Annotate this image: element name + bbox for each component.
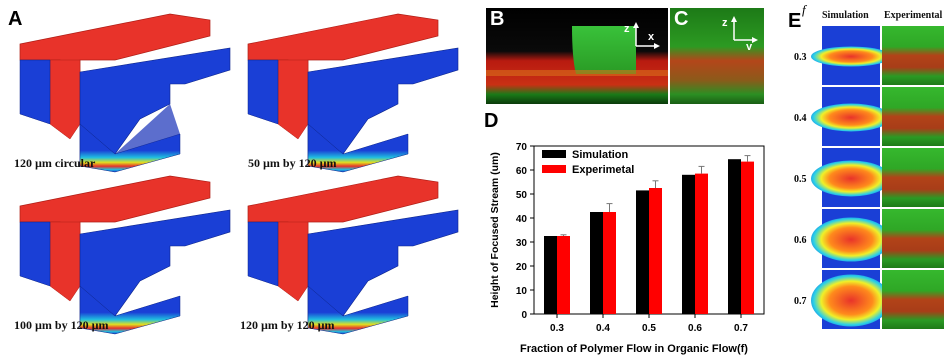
panel-e-grid: 0.3 0.4 0.5 0.6 0.7 xyxy=(794,26,944,329)
panel-e-row-label: 0.5 xyxy=(794,174,807,185)
simulation-focus-band xyxy=(811,160,891,197)
y-tick-label: 30 xyxy=(516,238,528,249)
panel-c-axes: z y xyxy=(722,16,758,50)
bar-experimental xyxy=(695,173,708,314)
bar-simulation xyxy=(636,190,649,314)
panel-b-axis-x: x xyxy=(648,31,655,43)
panel-c-axis-z: z xyxy=(722,17,728,29)
panel-e-col-experimental: Experimental xyxy=(884,10,943,21)
channel-model-4 xyxy=(247,175,459,335)
channel-model-2 xyxy=(247,13,459,173)
panel-c-label: C xyxy=(674,8,689,30)
panel-e-row-label: 0.6 xyxy=(794,235,807,246)
panel-b-image xyxy=(486,8,668,104)
y-tick-label: 60 xyxy=(516,166,528,177)
experimental-tile xyxy=(882,270,944,329)
panel-a-caption-2: 50 µm by 120 µm xyxy=(248,156,337,170)
panel-e-row-label: 0.7 xyxy=(794,296,807,307)
panel-e-row-label: 0.4 xyxy=(794,113,807,124)
simulation-focus-band xyxy=(811,217,891,262)
x-tick-label: 0.3 xyxy=(550,323,564,334)
channel-model-1 xyxy=(19,13,231,173)
panel-e-f-symbol: f xyxy=(802,2,806,17)
simulation-focus-band xyxy=(811,46,891,67)
panel-e-label: E xyxy=(788,10,802,32)
bar-simulation xyxy=(544,236,557,314)
simulation-focus-band xyxy=(811,103,891,132)
x-tick-label: 0.5 xyxy=(642,323,656,334)
y-tick-label: 50 xyxy=(516,190,528,201)
bar-experimental xyxy=(649,188,662,314)
legend-label: Experimetal xyxy=(572,164,634,176)
y-tick-label: 0 xyxy=(521,310,527,321)
legend-swatch xyxy=(542,150,566,158)
x-tick-label: 0.6 xyxy=(688,323,702,334)
panel-e-col-simulation: Simulation xyxy=(822,10,869,21)
y-tick-label: 10 xyxy=(516,286,528,297)
panel-b-axis-z: z xyxy=(624,23,630,35)
legend-swatch xyxy=(542,165,566,173)
bar-simulation xyxy=(728,159,741,314)
chart-axes: 0 10 20 30 40 50 60 70 0.3 0.4 0.5 0.6 0.7 xyxy=(516,142,765,334)
x-tick-label: 0.7 xyxy=(734,323,748,334)
panel-a-label: A xyxy=(8,8,23,30)
x-tick-label: 0.4 xyxy=(596,323,610,334)
experimental-tile xyxy=(882,26,944,85)
y-tick-label: 20 xyxy=(516,262,528,273)
bar-simulation xyxy=(682,174,695,314)
panel-c-axis-y: y xyxy=(746,41,753,50)
panel-d-label: D xyxy=(484,110,499,132)
chart-legend: Simulation Experimetal xyxy=(542,149,634,176)
simulation-focus-band xyxy=(811,274,891,327)
bar-simulation xyxy=(590,212,603,314)
experimental-tile xyxy=(882,148,944,207)
bar-chart: 0 10 20 30 40 50 60 70 0.3 0.4 0.5 0.6 0.7 Simulatio… xyxy=(489,142,765,355)
bar-experimental xyxy=(603,212,616,314)
y-tick-label: 70 xyxy=(516,142,528,153)
panel-e-row-label: 0.3 xyxy=(794,52,807,63)
channel-model-3 xyxy=(19,175,231,335)
chart-y-axis-label: Height of Focused Stream (um) xyxy=(489,152,501,308)
experimental-tile xyxy=(882,209,944,268)
y-tick-label: 40 xyxy=(516,214,528,225)
panel-c-image xyxy=(670,8,764,104)
bar-experimental xyxy=(557,236,570,314)
panel-a-caption-3: 100 µm by 120 µm xyxy=(14,318,109,332)
legend-label: Simulation xyxy=(572,149,629,161)
panel-a-renderings xyxy=(19,13,459,335)
bar-experimental xyxy=(741,161,754,314)
panel-a-caption-4: 120 µm by 120 µm xyxy=(240,318,335,332)
chart-bars xyxy=(544,155,754,314)
chart-x-axis-label: Fraction of Polymer Flow in Organic Flow… xyxy=(520,343,748,355)
panel-b-axes: z x xyxy=(624,22,660,49)
experimental-tile xyxy=(882,87,944,146)
panel-a-caption-1: 120 µm circular xyxy=(14,156,96,170)
panel-b-label: B xyxy=(490,8,505,30)
